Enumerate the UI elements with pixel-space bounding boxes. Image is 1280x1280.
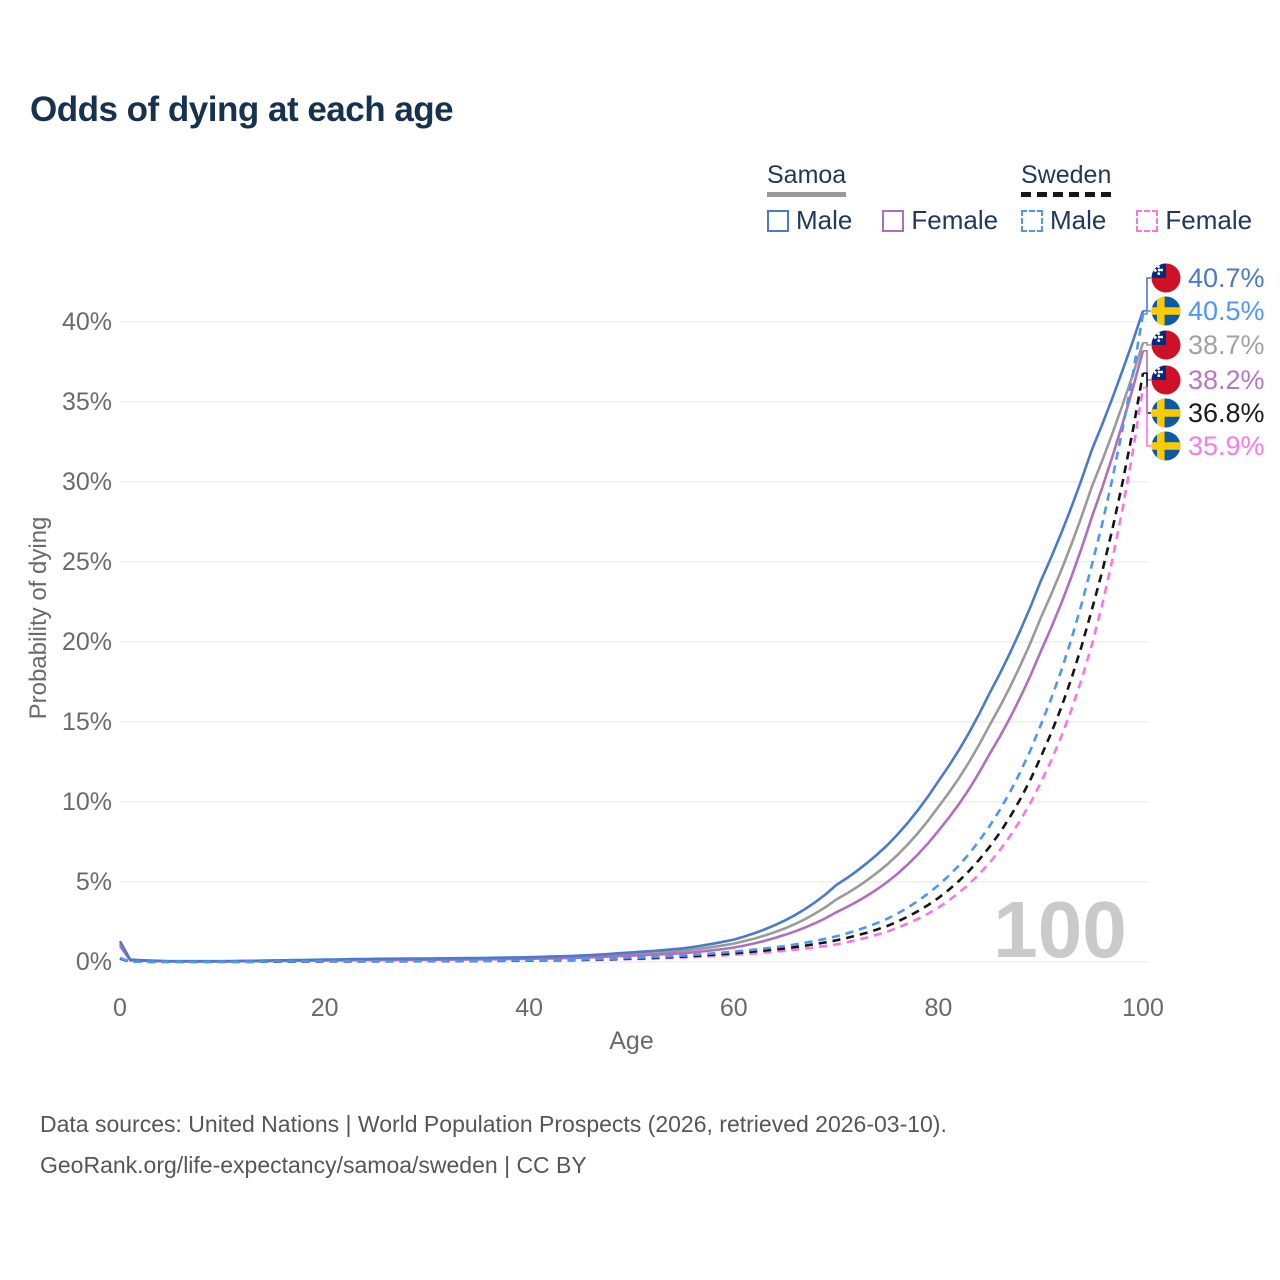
footer-data-sources: Data sources: United Nations | World Pop… bbox=[40, 1111, 947, 1137]
legend-group-samoa-label: Samoa bbox=[767, 161, 847, 189]
y-axis-label: Probability of dying bbox=[25, 517, 52, 720]
leader-line-samoa-female bbox=[1143, 349, 1151, 381]
legend-group-samoa-name: Samoa bbox=[767, 161, 847, 197]
footer-attribution: GeoRank.org/life-expectancy/samoa/sweden… bbox=[40, 1152, 587, 1178]
y-tick-30%: 30% bbox=[62, 468, 112, 496]
end-label-samoa-male: 40.7% bbox=[1188, 263, 1265, 293]
y-tick-25%: 25% bbox=[62, 548, 112, 576]
x-tick-20: 20 bbox=[311, 994, 339, 1022]
end-label-samoa-both-sexes: 38.7% bbox=[1188, 330, 1265, 360]
end-label-samoa-female: 38.2% bbox=[1188, 365, 1265, 395]
series-line-sweden-both-sexes bbox=[119, 372, 1145, 964]
x-tick-80: 80 bbox=[924, 994, 952, 1022]
legend-item-samoa-male-label: Male bbox=[796, 205, 853, 235]
y-tick-35%: 35% bbox=[62, 388, 112, 416]
y-tick-0%: 0% bbox=[76, 948, 112, 976]
legend-group-sweden: Sweden Male Female bbox=[1021, 161, 1252, 236]
x-axis-label: Age bbox=[609, 1027, 653, 1055]
end-label-sweden-female: 35.9% bbox=[1188, 431, 1265, 461]
series-line-sweden-female bbox=[119, 387, 1145, 964]
age-watermark: 100 bbox=[993, 885, 1126, 974]
x-tick-40: 40 bbox=[515, 994, 543, 1022]
y-tick-10%: 10% bbox=[62, 788, 112, 816]
x-tick-60: 60 bbox=[720, 994, 748, 1022]
footer: Data sources: United Nations | World Pop… bbox=[40, 1104, 947, 1186]
samoa-flag-icon bbox=[1151, 365, 1181, 395]
legend-underline-sweden bbox=[1021, 192, 1112, 197]
legend-underline-samoa bbox=[767, 192, 847, 197]
series-line-samoa-female bbox=[118, 350, 1145, 963]
x-tick-100: 100 bbox=[1122, 994, 1164, 1022]
series-line-samoa-both-sexes bbox=[118, 342, 1145, 963]
legend-item-sweden-male-label: Male bbox=[1050, 205, 1107, 235]
y-tick-5%: 5% bbox=[76, 868, 112, 896]
end-label-sweden-male: 40.5% bbox=[1188, 296, 1265, 326]
legend-item-samoa-female[interactable]: Female bbox=[882, 205, 998, 236]
sweden-flag-icon bbox=[1151, 431, 1181, 461]
leader-line-sweden-female bbox=[1143, 386, 1151, 447]
legend-item-samoa-male[interactable]: Male bbox=[767, 205, 852, 236]
samoa-male-swatch-icon bbox=[767, 209, 789, 232]
legend-group-samoa: Samoa Male Female bbox=[767, 161, 998, 236]
legend-item-sweden-female-label: Female bbox=[1165, 205, 1253, 235]
y-tick-40%: 40% bbox=[62, 308, 112, 336]
y-tick-15%: 15% bbox=[62, 708, 112, 736]
legend-group-sweden-label: Sweden bbox=[1021, 161, 1112, 189]
legend-item-samoa-female-label: Female bbox=[911, 205, 999, 235]
leader-line-sweden-male bbox=[1143, 310, 1151, 315]
sweden-male-swatch-icon bbox=[1021, 209, 1043, 232]
x-tick-0: 0 bbox=[113, 994, 127, 1022]
legend: Samoa Male Female Sweden bbox=[0, 161, 1280, 241]
end-label-sweden-both-sexes: 36.8% bbox=[1188, 398, 1265, 428]
legend-item-sweden-male[interactable]: Male bbox=[1021, 205, 1106, 236]
samoa-flag-icon bbox=[1151, 263, 1181, 293]
leader-line-samoa-both-sexes bbox=[1143, 341, 1151, 346]
legend-item-sweden-female[interactable]: Female bbox=[1136, 205, 1252, 236]
samoa-female-swatch-icon bbox=[882, 209, 905, 232]
samoa-flag-icon bbox=[1151, 330, 1181, 360]
legend-group-sweden-name: Sweden bbox=[1021, 161, 1112, 197]
series-line-samoa-male bbox=[118, 310, 1145, 963]
series-line-sweden-male bbox=[119, 313, 1145, 964]
sweden-flag-icon bbox=[1151, 296, 1181, 326]
leader-line-samoa-male bbox=[1143, 277, 1151, 312]
y-tick-20%: 20% bbox=[62, 628, 112, 656]
sweden-female-swatch-icon bbox=[1136, 209, 1159, 232]
sweden-flag-icon bbox=[1151, 398, 1181, 428]
chart-title: Odds of dying at each age bbox=[30, 90, 454, 129]
